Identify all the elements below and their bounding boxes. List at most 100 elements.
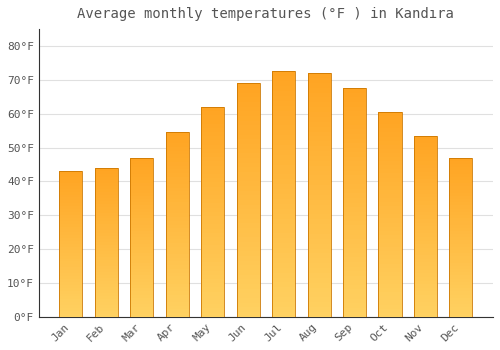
Bar <box>236 125 260 130</box>
Bar <box>166 284 189 287</box>
Bar <box>378 157 402 161</box>
Bar <box>450 170 472 174</box>
Bar <box>450 269 472 272</box>
Bar <box>236 205 260 209</box>
Bar <box>201 132 224 136</box>
Bar <box>236 144 260 149</box>
Bar <box>130 180 154 183</box>
Bar <box>236 167 260 172</box>
Bar <box>272 209 295 214</box>
Bar <box>414 194 437 197</box>
Bar <box>414 154 437 158</box>
Bar <box>414 201 437 204</box>
Bar <box>450 193 472 196</box>
Bar <box>272 189 295 194</box>
Bar <box>95 296 118 299</box>
Bar <box>414 288 437 292</box>
Bar <box>343 280 366 285</box>
Bar <box>130 196 154 199</box>
Bar <box>166 306 189 309</box>
Bar <box>343 170 366 175</box>
Bar <box>95 299 118 302</box>
Bar <box>201 107 224 111</box>
Bar <box>166 188 189 191</box>
Bar <box>130 247 154 250</box>
Bar <box>308 136 330 141</box>
Bar <box>378 124 402 128</box>
Bar <box>308 161 330 166</box>
Bar <box>308 224 330 229</box>
Bar <box>95 251 118 254</box>
Bar <box>60 174 82 177</box>
Bar <box>130 295 154 298</box>
Bar <box>236 111 260 116</box>
Bar <box>60 180 82 183</box>
Bar <box>343 180 366 184</box>
Bar <box>130 256 154 260</box>
Bar <box>130 234 154 237</box>
Bar <box>60 276 82 279</box>
Bar <box>166 228 189 232</box>
Bar <box>450 209 472 212</box>
Bar <box>201 258 224 262</box>
Bar <box>236 200 260 205</box>
Bar <box>166 254 189 258</box>
Bar <box>130 177 154 180</box>
Bar <box>272 268 295 273</box>
Bar <box>130 215 154 218</box>
Bar <box>166 132 189 136</box>
Bar <box>130 304 154 307</box>
Bar <box>201 224 224 229</box>
Bar <box>308 205 330 210</box>
Bar <box>272 130 295 135</box>
Bar <box>414 270 437 273</box>
Bar <box>95 242 118 245</box>
Bar <box>450 167 472 170</box>
Bar <box>343 107 366 111</box>
Bar <box>201 140 224 145</box>
Bar <box>414 143 437 147</box>
Bar <box>60 270 82 273</box>
Bar <box>95 206 118 210</box>
Bar <box>201 128 224 132</box>
Bar <box>130 253 154 256</box>
Bar <box>414 255 437 259</box>
Bar <box>236 130 260 135</box>
Bar <box>201 187 224 191</box>
Bar <box>236 135 260 139</box>
Bar <box>166 232 189 236</box>
Bar <box>378 309 402 313</box>
Bar <box>201 212 224 216</box>
Bar <box>343 230 366 235</box>
Bar <box>378 182 402 186</box>
Bar <box>308 229 330 234</box>
Bar <box>378 231 402 235</box>
Bar <box>308 263 330 268</box>
Bar <box>343 194 366 198</box>
Bar <box>343 152 366 157</box>
Bar <box>130 183 154 186</box>
Bar <box>166 313 189 317</box>
Bar <box>201 157 224 161</box>
Bar <box>130 228 154 231</box>
Bar <box>236 270 260 275</box>
Bar <box>272 120 295 125</box>
Bar <box>414 295 437 299</box>
Bar <box>95 171 118 174</box>
Bar <box>414 204 437 208</box>
Bar <box>60 273 82 276</box>
Bar <box>378 296 402 300</box>
Bar <box>130 170 154 174</box>
Bar <box>236 97 260 102</box>
Bar <box>201 283 224 287</box>
Bar <box>308 122 330 127</box>
Bar <box>60 244 82 247</box>
Bar <box>272 174 295 179</box>
Bar <box>414 197 437 201</box>
Bar <box>272 116 295 120</box>
Bar <box>272 233 295 238</box>
Bar <box>236 172 260 177</box>
Bar <box>450 237 472 240</box>
Bar <box>343 253 366 257</box>
Bar <box>166 202 189 206</box>
